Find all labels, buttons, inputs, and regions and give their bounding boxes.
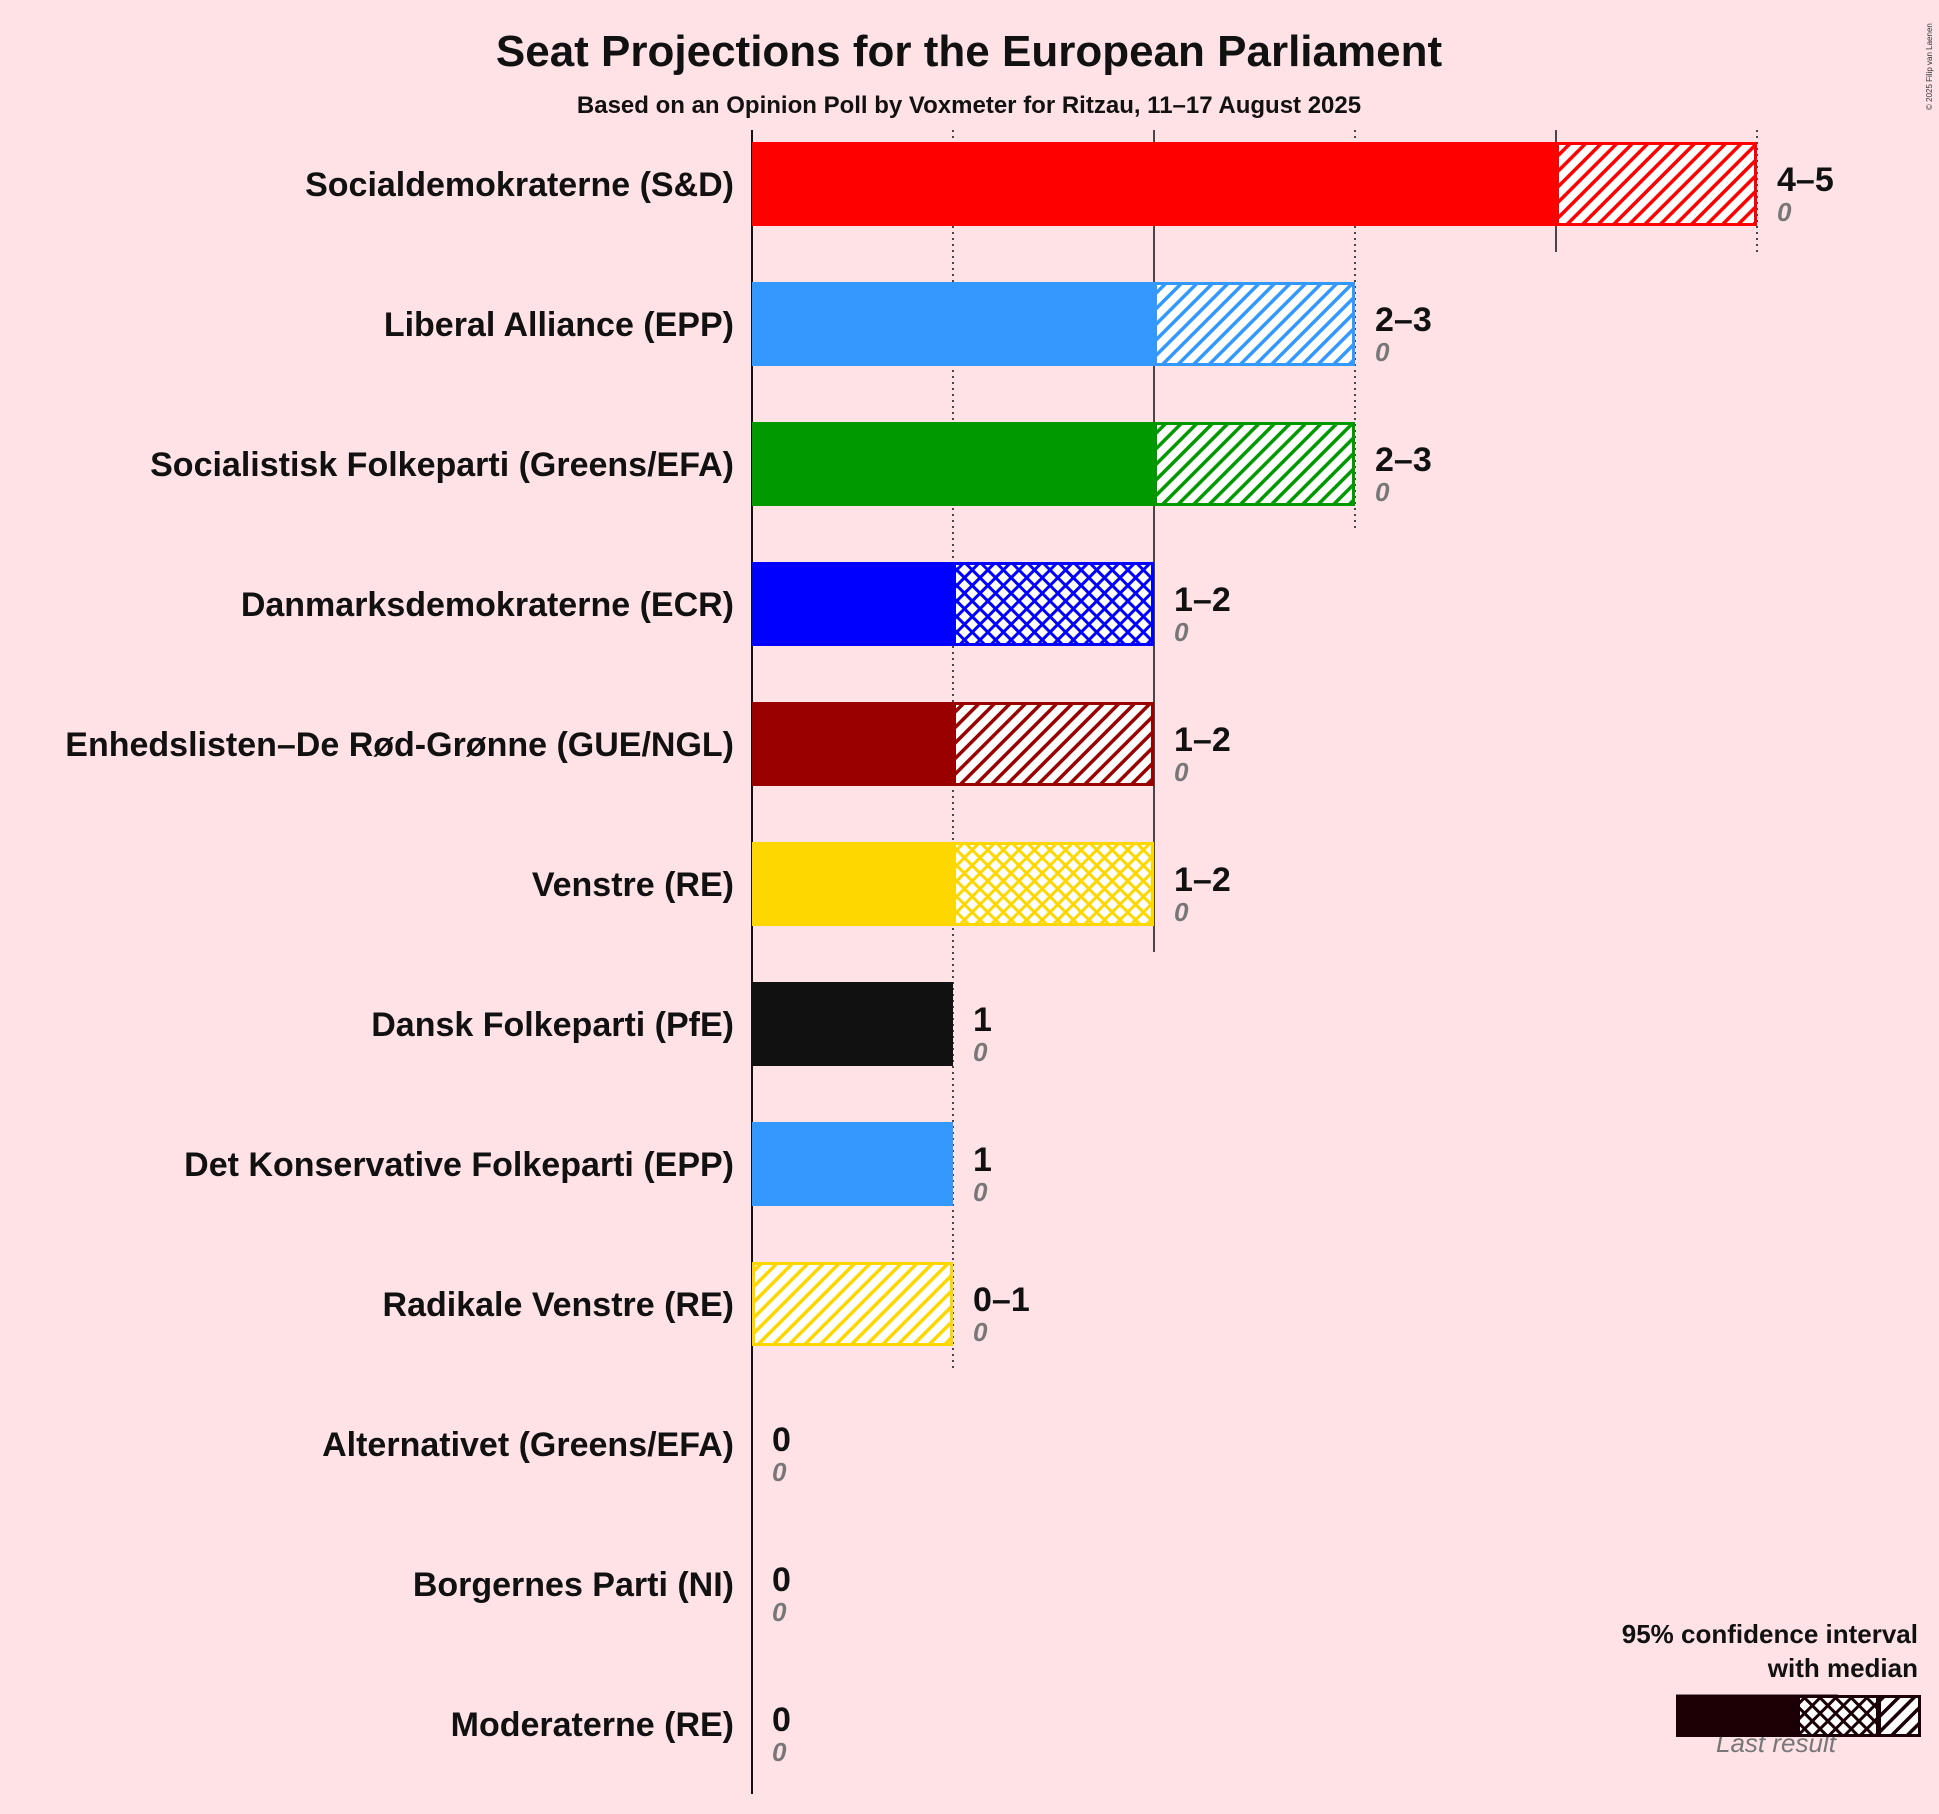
bars [752,142,1757,1346]
range-label-dansk-folkeparti-pfe: 1 [973,1001,992,1039]
last-result-label-socialdemokraterne-s-d: 0 [1777,197,1792,227]
party-row-danmarksdemokraterne-ecr [752,562,1154,646]
legend: 95% confidence interval with median Last… [1622,1619,1921,1758]
chart-subtitle: Based on an Opinion Poll by Voxmeter for… [577,92,1361,119]
party-row-socialistisk-folkeparti-greens-efa [752,422,1355,506]
last-result-label-danmarksdemokraterne-ecr: 0 [1174,617,1189,647]
party-label-det-konservative-folkeparti-epp: Det Konservative Folkeparti (EPP) [184,1146,734,1184]
party-label-borgernes-parti-ni: Borgernes Parti (NI) [413,1566,734,1604]
party-label-moderaterne-re: Moderaterne (RE) [451,1706,734,1744]
legend-upper-swatch [1878,1695,1921,1737]
bar-upper-range-socialdemokraterne-s-d [1556,142,1757,226]
copyright-note: © 2025 Filip van Laenen [1925,23,1934,110]
range-label-alternativet-greens-efa: 0 [772,1421,791,1459]
party-row-radikale-venstre-re [752,1262,953,1346]
bar-solid-socialdemokraterne-s-d [752,142,1556,226]
bar-solid-venstre-re [752,842,953,926]
gridlines [751,130,1758,1794]
range-label-danmarksdemokraterne-ecr: 1–2 [1174,581,1231,619]
range-label-moderaterne-re: 0 [772,1701,791,1739]
party-label-enhedslisten-de-r-d-gr-nne-gue-ngl: Enhedslisten–De Rød-Grønne (GUE/NGL) [65,726,734,764]
last-result-label-moderaterne-re: 0 [772,1737,787,1767]
range-label-enhedslisten-de-r-d-gr-nne-gue-ngl: 1–2 [1174,721,1231,759]
legend-line-1: 95% confidence interval [1622,1619,1918,1649]
bar-median-range-venstre-re [953,842,1154,926]
chart-title: Seat Projections for the European Parlia… [496,27,1443,76]
party-row-venstre-re [752,842,1154,926]
range-label-venstre-re: 1–2 [1174,861,1231,899]
range-label-radikale-venstre-re: 0–1 [973,1281,1030,1319]
range-label-borgernes-parti-ni: 0 [772,1561,791,1599]
bar-upper-range-liberal-alliance-epp [1154,282,1355,366]
range-label-liberal-alliance-epp: 2–3 [1375,301,1432,339]
bar-solid-det-konservative-folkeparti-epp [752,1122,953,1206]
party-label-liberal-alliance-epp: Liberal Alliance (EPP) [384,306,734,344]
party-label-socialistisk-folkeparti-greens-efa: Socialistisk Folkeparti (Greens/EFA) [150,446,734,484]
bar-solid-enhedslisten-de-r-d-gr-nne-gue-ngl [752,702,953,786]
range-label-det-konservative-folkeparti-epp: 1 [973,1141,992,1179]
legend-median-swatch [1797,1695,1879,1737]
party-row-socialdemokraterne-s-d [752,142,1757,226]
party-label-socialdemokraterne-s-d: Socialdemokraterne (S&D) [305,166,734,204]
bar-solid-danmarksdemokraterne-ecr [752,562,953,646]
party-label-radikale-venstre-re: Radikale Venstre (RE) [383,1286,734,1324]
party-label-danmarksdemokraterne-ecr: Danmarksdemokraterne (ECR) [241,586,734,624]
party-row-liberal-alliance-epp [752,282,1355,366]
last-result-label-dansk-folkeparti-pfe: 0 [973,1037,988,1067]
bar-upper-range-socialistisk-folkeparti-greens-efa [1154,422,1355,506]
last-result-label-venstre-re: 0 [1174,897,1189,927]
last-result-label-socialistisk-folkeparti-greens-efa: 0 [1375,477,1390,507]
bar-median-range-danmarksdemokraterne-ecr [953,562,1154,646]
bar-solid-socialistisk-folkeparti-greens-efa [752,422,1154,506]
range-label-socialistisk-folkeparti-greens-efa: 2–3 [1375,441,1432,479]
last-result-label-alternativet-greens-efa: 0 [772,1457,787,1487]
last-result-label-enhedslisten-de-r-d-gr-nne-gue-ngl: 0 [1174,757,1189,787]
last-result-label-liberal-alliance-epp: 0 [1375,337,1390,367]
party-row-enhedslisten-de-r-d-gr-nne-gue-ngl [752,702,1154,786]
range-label-socialdemokraterne-s-d: 4–5 [1777,161,1834,199]
last-result-label-det-konservative-folkeparti-epp: 0 [973,1177,988,1207]
party-row-dansk-folkeparti-pfe [752,982,953,1066]
bar-solid-liberal-alliance-epp [752,282,1154,366]
legend-line-2: with median [1767,1653,1918,1683]
party-label-dansk-folkeparti-pfe: Dansk Folkeparti (PfE) [371,1006,734,1044]
last-result-label-radikale-venstre-re: 0 [973,1317,988,1347]
bar-upper-range-radikale-venstre-re [752,1262,953,1346]
party-row-det-konservative-folkeparti-epp [752,1122,953,1206]
bar-upper-range-enhedslisten-de-r-d-gr-nne-gue-ngl [953,702,1154,786]
party-label-venstre-re: Venstre (RE) [532,866,734,904]
party-label-alternativet-greens-efa: Alternativet (Greens/EFA) [322,1426,734,1464]
last-result-label-borgernes-parti-ni: 0 [772,1597,787,1627]
bar-solid-dansk-folkeparti-pfe [752,982,953,1066]
legend-solid-swatch [1676,1695,1797,1737]
